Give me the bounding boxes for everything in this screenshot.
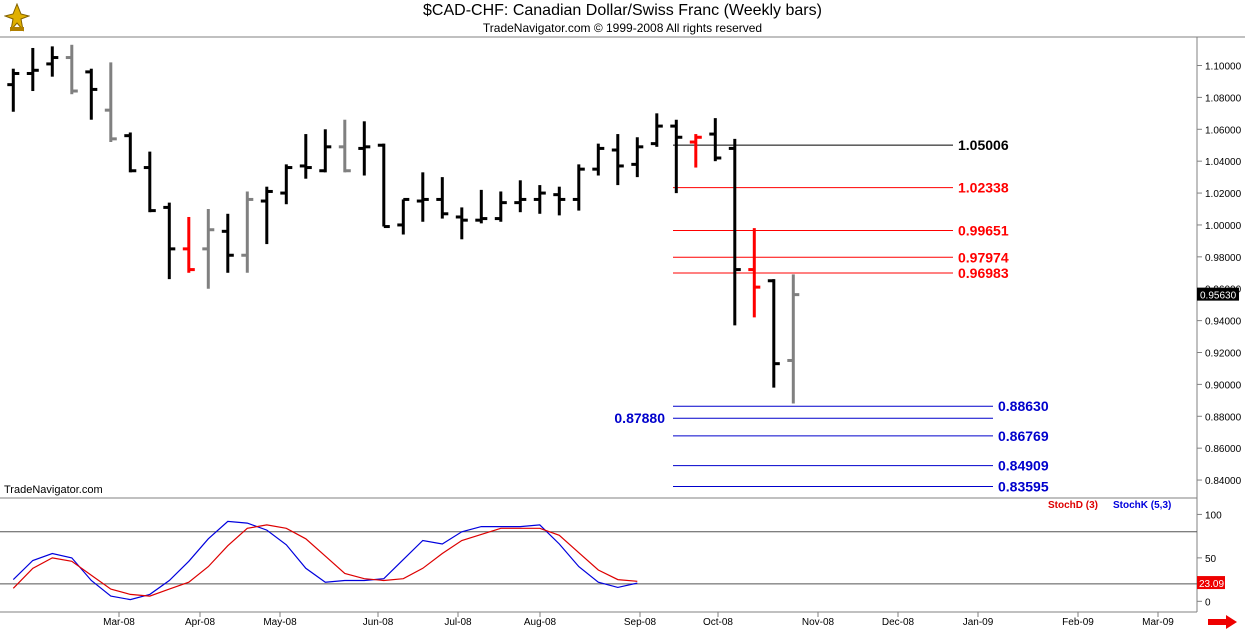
price-tick-label: 0.84000 — [1205, 476, 1242, 487]
time-tick-label: Apr-08 — [185, 617, 215, 628]
level-label: 0.99651 — [958, 223, 1009, 239]
time-tick-label: Mar-09 — [1142, 617, 1174, 628]
price-tick-label: 0.92000 — [1205, 349, 1242, 360]
level-label: 0.96983 — [958, 265, 1009, 281]
stoch-d-legend: StochD (3) — [1048, 500, 1098, 511]
price-tick-label: 0.94000 — [1205, 317, 1242, 328]
price-tick-label: 1.02000 — [1205, 189, 1242, 200]
chart-subtitle: TradeNavigator.com © 1999-2008 All right… — [482, 21, 763, 35]
level-label: 0.88630 — [998, 398, 1049, 414]
price-axis: 1.10000 1.08000 1.06000 1.04000 1.02000 1.000… — [1197, 62, 1242, 487]
time-tick-label: May-08 — [263, 617, 297, 628]
stoch-k-legend: StochK (5,3) — [1113, 500, 1171, 511]
price-tick-label: 1.10000 — [1205, 62, 1242, 73]
level-label: 0.97974 — [958, 249, 1009, 265]
time-tick-label: Jun-08 — [363, 617, 394, 628]
stoch-tick-label: 50 — [1205, 554, 1217, 565]
time-tick-label: Aug-08 — [524, 617, 557, 628]
time-tick-label: Jul-08 — [444, 617, 472, 628]
chart-title: $CAD-CHF: Canadian Dollar/Swiss Franc (W… — [423, 2, 822, 19]
stoch-k-line — [12, 520, 638, 601]
stoch-last-box — [1197, 576, 1225, 590]
stoch-d-line — [12, 524, 638, 597]
price-tick-label: 1.06000 — [1205, 125, 1242, 136]
price-tick-label: 0.90000 — [1205, 380, 1242, 391]
time-axis: Mar-08 Apr-08 May-08 Jun-08 Jul-08 Aug-08 Sep-… — [103, 612, 1174, 628]
price-tick-label: 0.88000 — [1205, 412, 1242, 423]
stochastic-axis: 100 50 0 — [0, 510, 1222, 608]
price-tick-label: 1.00000 — [1205, 221, 1242, 232]
time-tick-label: Sep-08 — [624, 617, 657, 628]
level-label: 1.05006 — [958, 137, 1009, 153]
watermark-text: TradeNavigator.com — [4, 484, 103, 496]
scroll-right-arrow-icon[interactable] — [1208, 615, 1238, 634]
time-tick-label: Dec-08 — [882, 617, 915, 628]
level-label: 1.02338 — [958, 180, 1009, 196]
stoch-tick-label: 100 — [1205, 510, 1222, 521]
price-tick-label: 0.98000 — [1205, 253, 1242, 264]
time-tick-label: Nov-08 — [802, 617, 835, 628]
level-label: 0.87880 — [614, 410, 665, 426]
time-tick-label: Mar-08 — [103, 617, 135, 628]
price-tick-label: 1.04000 — [1205, 157, 1242, 168]
time-tick-label: Jan-09 — [963, 617, 994, 628]
last-price-label: 0.95630 — [1200, 291, 1237, 302]
stoch-last-label: 23.09 — [1199, 579, 1224, 590]
time-tick-label: Oct-08 — [703, 617, 733, 628]
stochastic-panel: StochD (3) StochK (5,3) 23.09 — [12, 500, 1225, 601]
price-tick-label: 0.86000 — [1205, 444, 1242, 455]
stoch-tick-label: 0 — [1205, 597, 1211, 608]
time-tick-label: Feb-09 — [1062, 617, 1094, 628]
last-price-box — [1197, 287, 1239, 301]
level-label: 0.86769 — [998, 428, 1049, 444]
price-tick-label: 1.08000 — [1205, 93, 1242, 104]
level-label: 0.83595 — [998, 479, 1049, 495]
level-label: 0.84909 — [998, 458, 1049, 474]
trade-navigator-logo-icon — [3, 2, 31, 38]
ohlc-bars — [7, 44, 800, 404]
